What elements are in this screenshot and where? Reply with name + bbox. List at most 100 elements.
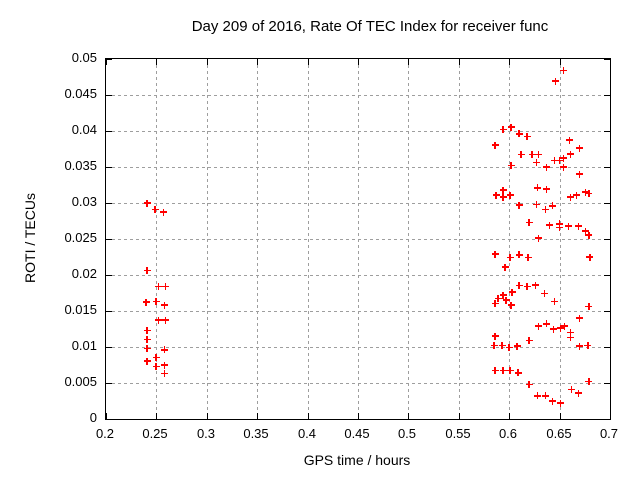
data-point-marker — [159, 208, 167, 216]
tick-mark — [604, 275, 610, 276]
data-point-marker — [575, 389, 583, 397]
data-point-marker — [565, 222, 573, 230]
y-tick-label: 0.025 — [64, 230, 97, 245]
data-point-marker — [154, 283, 162, 291]
data-point-marker — [501, 263, 509, 271]
data-point-marker — [491, 332, 499, 340]
x-tick-label: 0.3 — [196, 426, 216, 441]
data-point-marker — [507, 162, 515, 170]
tick-mark — [560, 59, 561, 65]
y-tick-label: 0.02 — [71, 266, 97, 281]
data-point-marker — [142, 298, 150, 306]
data-point-marker — [143, 267, 151, 275]
data-point-marker — [161, 283, 169, 291]
data-point-marker — [154, 316, 162, 324]
data-point-marker — [523, 283, 531, 291]
tick-mark — [106, 275, 112, 276]
x-tick-label: 0.7 — [599, 426, 619, 441]
tick-mark — [604, 419, 610, 420]
data-point-marker — [492, 191, 500, 199]
tick-mark — [560, 413, 561, 419]
data-point-marker — [502, 296, 510, 304]
data-point-marker — [507, 123, 515, 131]
y-tick-label: 0.045 — [64, 86, 97, 101]
data-point-marker — [541, 205, 549, 213]
plot-area — [105, 58, 611, 420]
data-point-marker — [567, 150, 575, 158]
data-point-marker — [507, 301, 515, 309]
tick-mark — [308, 413, 309, 419]
data-point-marker — [567, 334, 575, 342]
tick-mark — [604, 311, 610, 312]
data-point-marker — [525, 337, 533, 345]
y-tick-label: 0 — [89, 410, 97, 425]
tick-mark — [257, 413, 258, 419]
tick-mark — [604, 383, 610, 384]
data-point-marker — [152, 362, 160, 370]
data-point-marker — [533, 392, 541, 400]
data-point-marker — [566, 136, 574, 144]
data-point-marker — [533, 184, 541, 192]
data-point-marker — [560, 163, 568, 171]
data-point-marker — [584, 342, 592, 350]
data-point-marker — [143, 326, 151, 334]
x-tick-label: 0.2 — [95, 426, 115, 441]
x-axis-title: GPS time / hours — [303, 452, 411, 468]
data-point-marker — [531, 281, 539, 289]
data-point-marker — [491, 300, 499, 308]
data-point-marker — [582, 227, 590, 235]
y-tick-label: 0.04 — [71, 122, 97, 137]
y-tick-label: 0.035 — [64, 158, 97, 173]
chart-title: Day 209 of 2016, Rate Of TEC Index for r… — [191, 18, 549, 35]
data-point-marker — [515, 130, 523, 138]
data-point-marker — [576, 170, 584, 178]
tick-mark — [106, 95, 112, 96]
data-point-marker — [499, 291, 507, 299]
data-point-marker — [546, 221, 554, 229]
data-point-marker — [499, 367, 507, 375]
data-point-marker — [568, 385, 576, 393]
y-tick-label: 0.015 — [64, 302, 97, 317]
data-point-marker — [542, 185, 550, 193]
tick-mark — [604, 239, 610, 240]
tick-mark — [257, 59, 258, 65]
tick-mark — [604, 347, 610, 348]
y-tick-label: 0.05 — [71, 50, 97, 65]
data-point-marker — [528, 151, 536, 159]
x-tick-label: 0.6 — [498, 426, 518, 441]
data-point-marker — [542, 163, 550, 171]
data-point-marker — [143, 336, 151, 344]
x-tick-label: 0.4 — [297, 426, 317, 441]
data-point-marker — [556, 157, 564, 165]
gridline-horizontal — [106, 95, 610, 96]
data-point-marker — [499, 126, 507, 134]
data-point-marker — [576, 342, 584, 350]
data-point-marker — [152, 354, 160, 362]
gridline-horizontal — [106, 383, 610, 384]
data-point-marker — [498, 342, 506, 350]
data-point-marker — [556, 223, 564, 231]
data-point-marker — [143, 357, 151, 365]
data-point-marker — [515, 282, 523, 290]
data-point-marker — [515, 251, 523, 259]
data-point-marker — [160, 301, 168, 309]
tick-mark — [509, 59, 510, 65]
x-tick-label: 0.65 — [546, 426, 572, 441]
gridline-horizontal — [106, 311, 610, 312]
data-point-marker — [494, 295, 502, 303]
data-point-marker — [534, 151, 542, 159]
data-point-marker — [534, 234, 542, 242]
data-point-marker — [514, 369, 522, 377]
tick-mark — [207, 59, 208, 65]
y-tick-label: 0.03 — [71, 194, 97, 209]
data-point-marker — [143, 344, 151, 352]
data-point-marker — [161, 316, 169, 324]
data-point-marker — [540, 290, 548, 298]
tick-mark — [106, 419, 112, 420]
data-point-marker — [513, 342, 521, 350]
tick-mark — [207, 413, 208, 419]
tick-mark — [156, 413, 157, 419]
data-point-marker — [525, 380, 533, 388]
tick-mark — [106, 383, 112, 384]
data-point-marker — [560, 154, 568, 162]
